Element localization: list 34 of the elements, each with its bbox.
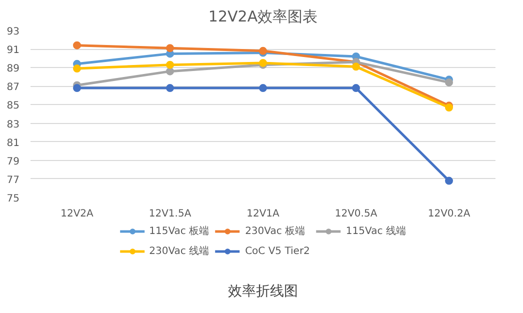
point xyxy=(352,84,360,92)
legend-label: 115Vac 线端 xyxy=(346,224,406,238)
y-tick-label: 77 xyxy=(6,174,20,186)
point xyxy=(166,84,174,92)
x-tick-label: 12V0.2A xyxy=(428,208,470,220)
x-tick-label: 12V0.5A xyxy=(334,208,378,220)
point xyxy=(73,84,81,92)
text: 效率折线图 xyxy=(228,284,298,300)
x-tick-label: 12V1.5A xyxy=(148,208,192,220)
x-tick-label: 12V2A xyxy=(60,208,94,220)
point xyxy=(166,60,174,69)
point xyxy=(166,44,174,52)
point xyxy=(73,41,81,50)
y-tick-label: 93 xyxy=(6,26,20,38)
point xyxy=(73,64,81,73)
legend-label: 230Vac 板端 xyxy=(245,224,306,238)
point xyxy=(166,67,174,76)
x-tick-label: 12V1A xyxy=(246,208,280,220)
legend-label: 115Vac 板端 xyxy=(149,224,210,238)
point xyxy=(445,78,453,86)
y-tick-label: 75 xyxy=(6,194,20,204)
y-tick-label: 85 xyxy=(6,100,20,112)
point xyxy=(445,176,453,185)
chart-title: 12V2A效率图表 xyxy=(208,8,318,26)
y-tick-label: 81 xyxy=(6,138,20,149)
point xyxy=(352,62,360,71)
y-tick-label: 83 xyxy=(6,119,20,130)
y-tick-label: 87 xyxy=(6,82,20,94)
y-tick-label: 91 xyxy=(6,45,20,56)
legend-label: 230Vac 线端 xyxy=(149,244,210,258)
point xyxy=(259,84,267,92)
y-tick-label: 79 xyxy=(6,156,20,168)
y-tick-label: 89 xyxy=(6,64,20,75)
legend-label: CoC V5 Tier2 xyxy=(245,245,310,257)
